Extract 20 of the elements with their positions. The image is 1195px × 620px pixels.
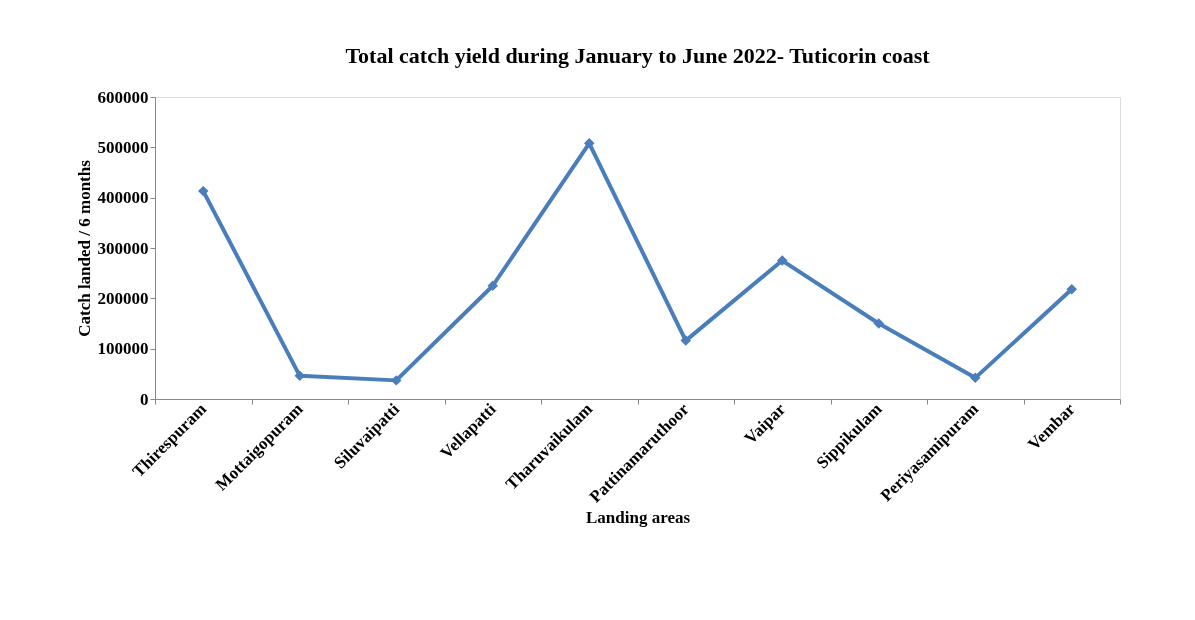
point xyxy=(584,138,595,149)
point xyxy=(873,318,884,329)
y-tick-label: 100000 xyxy=(97,339,149,359)
y-tick-label: 400000 xyxy=(97,188,149,208)
y-tick-label: 300000 xyxy=(97,238,149,258)
point xyxy=(391,375,402,386)
point xyxy=(680,335,691,346)
point xyxy=(1066,284,1077,295)
y-tick-label: 0 xyxy=(140,389,149,409)
y-axis-title: Catch landed / 6 months xyxy=(74,159,94,337)
chart-title: Total catch yield during January to June 2022- Tuticorin coast xyxy=(345,43,931,68)
x-axis-title: Landing areas xyxy=(585,507,691,527)
point xyxy=(198,185,209,197)
point xyxy=(294,370,305,382)
y-tick-label: 200000 xyxy=(97,288,149,308)
y-tick-label: 600000 xyxy=(97,87,149,107)
point xyxy=(970,372,981,384)
point xyxy=(777,255,788,266)
point xyxy=(487,280,498,291)
y-tick-label: 500000 xyxy=(97,137,149,157)
